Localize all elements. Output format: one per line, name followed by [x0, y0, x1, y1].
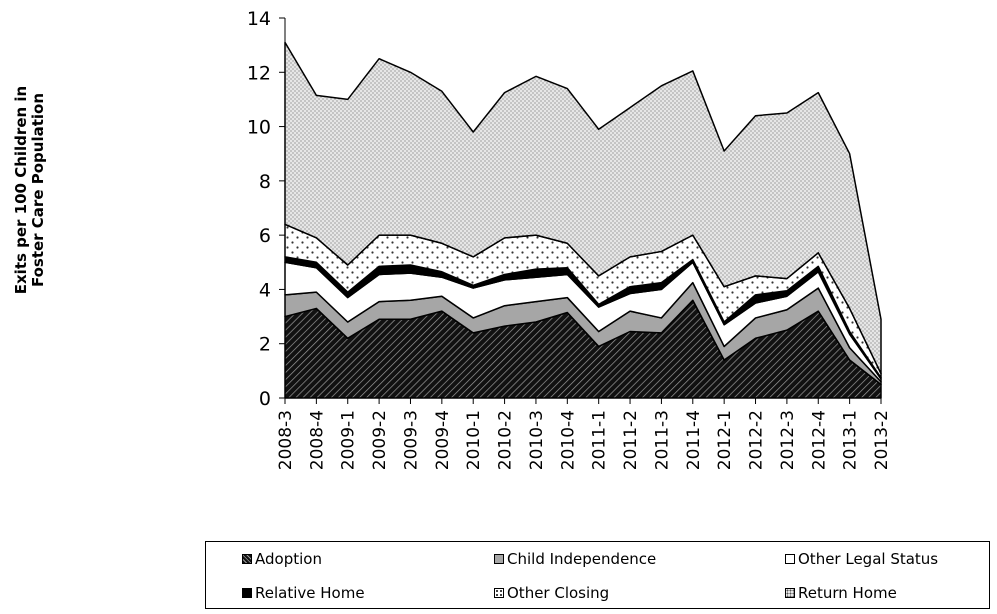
x-tick-label: 2011-1: [590, 410, 610, 470]
x-tick-label: 2011-3: [652, 410, 672, 470]
chart-areas: [284, 41, 882, 399]
x-tick-label: 2009-2: [370, 410, 390, 470]
legend-label: Adoption: [255, 550, 322, 568]
x-tick-label: 2012-1: [715, 410, 735, 470]
x-tick-label: 2010-2: [496, 410, 516, 470]
y-axis-label-wrap: Exits per 100 Children in Foster Care Po…: [0, 40, 60, 340]
chart-axes: [284, 18, 881, 399]
y-axis-label-line-2: Foster Care Population: [29, 92, 47, 288]
x-tick-label: 2013-1: [841, 410, 861, 470]
legend-label: Relative Home: [255, 584, 365, 602]
y-tick-label: 12: [247, 62, 271, 84]
x-tick-label: 2010-3: [527, 410, 547, 470]
legend-swatch-child-independence: [494, 554, 504, 564]
legend-swatch-relative-home: [242, 588, 252, 598]
x-tick-label: 2010-4: [558, 410, 578, 470]
legend-swatch-return-home: [785, 588, 795, 598]
y-axis-label-line-1: Exits per 100 Children in: [12, 85, 30, 295]
legend-swatch-adoption: [242, 554, 252, 564]
y-axis-label: Exits per 100 Children in Foster Care Po…: [12, 40, 47, 340]
y-tick-label: 2: [259, 334, 271, 356]
y-axis-ticks: 0 2 4 6 8 10 12 14: [247, 8, 285, 410]
y-tick-label: 4: [259, 279, 271, 301]
x-tick-label: 2009-1: [339, 410, 359, 470]
x-tick-label: 2012-4: [809, 410, 829, 470]
x-tick-label: 2011-4: [684, 410, 704, 470]
x-tick-label: 2008-3: [276, 410, 296, 470]
legend-swatch-other-legal-status: [785, 554, 795, 564]
legend-item-other-legal-status: Other Legal Status: [785, 542, 997, 576]
legend-label: Other Legal Status: [798, 550, 939, 568]
legend-item-adoption: Adoption: [242, 542, 494, 576]
legend-label: Other Closing: [507, 584, 610, 602]
legend-label: Return Home: [798, 584, 897, 602]
area-return-home: [284, 41, 882, 375]
x-tick-label: 2011-2: [621, 410, 641, 470]
legend-item-other-closing: Other Closing: [494, 576, 785, 610]
y-tick-label: 0: [259, 388, 271, 410]
y-tick-label: 14: [247, 8, 271, 30]
x-axis-ticks: 2008-3 2008-4 2009-1 2009-2 2009-3 2009-4 2010…: [276, 398, 892, 470]
y-tick-label: 8: [259, 171, 271, 193]
legend-swatch-other-closing: [494, 588, 504, 598]
x-tick-label: 2010-1: [464, 410, 484, 470]
x-tick-label: 2008-4: [307, 410, 327, 470]
x-tick-label: 2009-3: [401, 410, 421, 470]
x-tick-label: 2012-2: [747, 410, 767, 470]
x-tick-label: 2013-2: [872, 410, 892, 470]
legend-item-return-home: Return Home: [785, 576, 997, 610]
x-tick-label: 2012-3: [778, 410, 798, 470]
legend-item-child-independence: Child Independence: [494, 542, 785, 576]
legend-item-relative-home: Relative Home: [242, 576, 494, 610]
x-tick-label: 2009-4: [433, 410, 453, 470]
y-tick-label: 10: [247, 117, 271, 139]
chart-legend: Adoption Child Independence Other Legal …: [205, 541, 990, 609]
legend-label: Child Independence: [507, 550, 657, 568]
y-tick-label: 6: [259, 225, 271, 247]
